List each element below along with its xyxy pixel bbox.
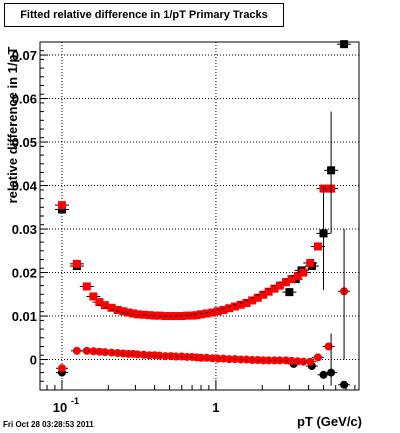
data-point-square: [225, 304, 234, 313]
data-point-square: [57, 205, 66, 214]
data-point-square: [236, 300, 245, 309]
data-point-square: [293, 272, 302, 281]
chart-title: Fitted relative difference in 1/pT Prima…: [4, 3, 284, 27]
data-point-circle: [82, 346, 91, 355]
data-point-square: [259, 290, 268, 299]
data-point-square: [299, 268, 308, 277]
data-point-square: [270, 284, 279, 293]
data-point-square: [100, 301, 109, 310]
x-tick-label: 1: [212, 400, 219, 415]
data-point-square: [72, 259, 81, 268]
data-point-square: [275, 281, 284, 290]
y-tick-label: 0.03: [12, 222, 37, 237]
data-point-circle: [313, 353, 322, 362]
data-point-square: [95, 298, 104, 307]
data-point-circle: [107, 348, 116, 357]
data-point-square: [253, 293, 262, 302]
data-point-square: [313, 242, 322, 251]
timestamp-footer: Fri Oct 28 03:28:53 2011: [3, 420, 94, 429]
data-point-circle: [72, 346, 81, 355]
data-point-square: [208, 308, 217, 317]
data-point-circle: [133, 350, 142, 359]
data-point-square: [287, 275, 296, 284]
y-tick-label: 0.06: [12, 92, 37, 107]
y-tick-label: 0: [30, 353, 37, 368]
data-point-square: [89, 292, 98, 301]
y-tick-label: 0.01: [12, 309, 37, 324]
x-axis-label: pT (GeV/c): [297, 414, 362, 429]
data-point-square: [119, 307, 128, 316]
data-point-square: [82, 282, 91, 291]
data-point-square: [196, 310, 205, 319]
data-point-square: [242, 299, 251, 307]
y-tick-label: 0.07: [12, 48, 37, 63]
data-point-square: [285, 288, 294, 297]
data-point-circle: [100, 348, 109, 357]
data-point-square: [248, 296, 257, 305]
data-point-square: [340, 40, 349, 49]
data-point-square: [230, 302, 239, 311]
data-point-circle: [306, 357, 315, 366]
data-point-square: [107, 303, 116, 312]
data-point-square: [219, 305, 228, 314]
plot-frame: [39, 41, 360, 391]
data-point-square: [57, 201, 66, 210]
data-point-square: [264, 287, 273, 296]
data-point-square: [113, 305, 122, 314]
data-point-circle: [275, 356, 284, 365]
data-point-square: [202, 309, 211, 318]
data-point-circle: [57, 364, 66, 373]
data-point-square: [306, 258, 315, 267]
data-point-square: [192, 311, 201, 320]
data-point-square: [281, 278, 290, 287]
data-point-circle: [319, 370, 328, 379]
y-axis-label: relative difference in 1/pT: [5, 47, 20, 204]
data-point-square: [213, 307, 222, 316]
x-tick-label: 10: [53, 400, 67, 415]
data-point-circle: [299, 357, 308, 366]
data-point-square: [124, 308, 133, 317]
data-point-circle: [340, 380, 349, 389]
data-point-square: [129, 309, 138, 318]
y-tick-label: 0.02: [12, 266, 37, 281]
data-point-circle: [287, 356, 296, 365]
data-marks: [54, 40, 352, 389]
grid: [40, 42, 359, 390]
y-tick-label: 0.05: [12, 135, 37, 150]
x-tick-label-exponent: -1: [71, 396, 79, 406]
axis-ticks: 0 0.01 0.02 0.03 0.04 0.05 0.06 0.07 10 -1 1: [12, 48, 356, 415]
y-tick-label: 0.04: [12, 179, 38, 194]
